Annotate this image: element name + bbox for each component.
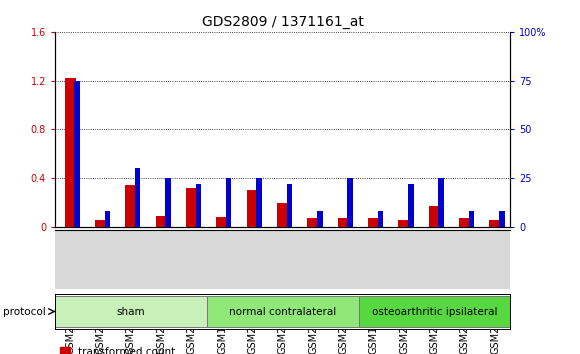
Bar <box>125 185 137 227</box>
Bar <box>490 221 501 227</box>
Title: GDS2809 / 1371161_at: GDS2809 / 1371161_at <box>202 16 364 29</box>
Bar <box>135 168 140 227</box>
Bar <box>95 221 106 227</box>
Bar <box>499 211 505 227</box>
Bar <box>195 184 201 227</box>
Bar <box>408 184 414 227</box>
Bar <box>64 78 76 227</box>
Text: normal contralateral: normal contralateral <box>229 307 336 316</box>
Bar <box>307 218 319 227</box>
Text: osteoarthritic ipsilateral: osteoarthritic ipsilateral <box>372 307 497 316</box>
Bar <box>438 178 444 227</box>
Text: protocol: protocol <box>3 307 46 316</box>
Bar <box>207 296 358 327</box>
Bar <box>74 80 79 227</box>
Bar <box>277 204 288 227</box>
Bar <box>368 218 379 227</box>
Bar <box>459 218 470 227</box>
Bar <box>429 206 440 227</box>
Bar <box>186 188 197 227</box>
Bar <box>287 184 292 227</box>
Bar <box>469 211 474 227</box>
Bar <box>338 218 349 227</box>
Bar <box>165 178 171 227</box>
Bar <box>226 178 231 227</box>
Bar <box>155 216 167 227</box>
Legend: transformed count, percentile rank within the sample: transformed count, percentile rank withi… <box>60 347 254 354</box>
Bar <box>55 296 207 327</box>
Bar <box>246 190 258 227</box>
Bar <box>104 211 110 227</box>
Bar <box>358 296 510 327</box>
Bar <box>347 178 353 227</box>
Text: sham: sham <box>117 307 146 316</box>
Bar <box>216 217 228 227</box>
Bar <box>256 178 262 227</box>
Bar <box>378 211 383 227</box>
Bar <box>317 211 322 227</box>
Bar <box>398 221 410 227</box>
